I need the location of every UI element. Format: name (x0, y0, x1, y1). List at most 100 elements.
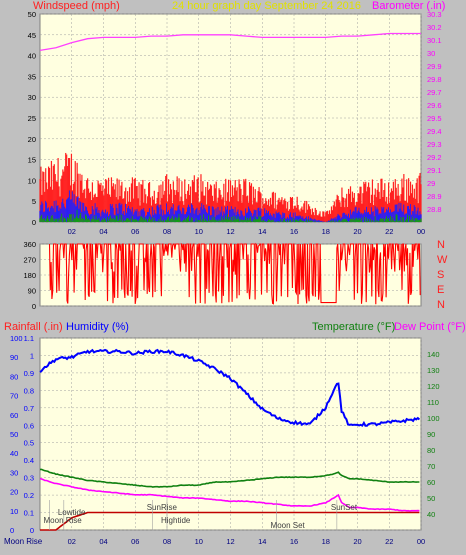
barometer-y-tick: 29.1 (427, 166, 442, 175)
wind-y-tick: 45 (28, 31, 36, 40)
wind-x-tick: 02 (68, 227, 76, 236)
barometer-y-tick: 30.3 (427, 10, 442, 19)
rainfall-y-tick: 1 (30, 351, 34, 360)
direction-label-e: E (437, 284, 444, 296)
climate-x-tick: 00 (417, 537, 425, 546)
humidity-y-tick: 100 (10, 334, 23, 343)
humidity-y-tick: 70 (10, 392, 18, 401)
barometer-y-tick: 29.3 (427, 140, 442, 149)
temperature-axis-label: Temperature (°F) (312, 321, 395, 333)
wind-y-tick: 35 (28, 72, 36, 81)
wind-x-tick: 22 (385, 227, 393, 236)
humidity-y-tick: 60 (10, 411, 18, 420)
chart-marks (39, 32, 422, 531)
direction-y-tick: 0 (32, 302, 36, 311)
temperature-y-tick: 90 (427, 430, 435, 439)
wind-y-tick: 15 (28, 156, 36, 165)
temperature-line (40, 468, 420, 488)
direction-label-n-top: N (437, 239, 445, 251)
rainfall-y-tick: 0.5 (24, 439, 34, 448)
windspeed-axis-label: Windspeed (mph) (33, 0, 120, 12)
wind-x-tick: 18 (322, 227, 330, 236)
rainfall-y-tick: 0.7 (24, 404, 34, 413)
wind-direction-line (48, 242, 421, 305)
climate-x-tick: 12 (226, 537, 234, 546)
barometer-y-tick: 29 (427, 179, 435, 188)
temperature-y-tick: 100 (427, 414, 440, 423)
barometer-y-tick: 30.2 (427, 23, 442, 32)
barometer-y-tick: 29.8 (427, 75, 442, 84)
climate-x-tick: 06 (131, 537, 139, 546)
rainfall-y-tick: 0.6 (24, 421, 34, 430)
dewpoint-axis-label: Dew Point (°F) (394, 321, 466, 333)
humidity-y-tick: 90 (10, 353, 18, 362)
tick-labels: 0510152025303540455028.828.92929.129.229… (4, 10, 442, 546)
humidity-y-tick: 80 (10, 372, 18, 381)
wind-x-tick: 06 (131, 227, 139, 236)
climate-x-tick: 22 (385, 537, 393, 546)
climate-x-tick: 10 (195, 537, 203, 546)
humidity-y-tick: 30 (10, 468, 18, 477)
humidity-axis-label: Humidity (%) (66, 321, 129, 333)
rainfall-y-tick: 1.1 (24, 334, 34, 343)
barometer-y-tick: 29.6 (427, 101, 442, 110)
dewpoint-line (39, 477, 420, 512)
temperature-y-tick: 40 (427, 510, 435, 519)
wind-x-tick: 16 (290, 227, 298, 236)
direction-label-n-bottom: N (437, 299, 445, 311)
humidity-y-tick: 40 (10, 449, 18, 458)
temperature-y-tick: 130 (427, 366, 440, 375)
humidity-y-tick: 20 (10, 488, 18, 497)
annotation-label: Hightide (161, 516, 191, 525)
wind-x-tick: 08 (163, 227, 171, 236)
rainfall-y-tick: 0.2 (24, 491, 34, 500)
direction-y-tick: 270 (23, 256, 36, 265)
wind-y-tick: 5 (32, 197, 36, 206)
humidity-y-tick: 50 (10, 430, 18, 439)
rainfall-y-tick: 0 (30, 526, 34, 535)
barometer-y-tick: 30.1 (427, 36, 442, 45)
annotation-label: SunRise (147, 503, 178, 512)
humidity-y-tick: 0 (10, 526, 14, 535)
direction-y-tick: 360 (23, 240, 36, 249)
direction-y-tick: 90 (28, 287, 36, 296)
direction-label-s: S (437, 269, 444, 281)
barometer-y-tick: 29.5 (427, 114, 442, 123)
climate-x-tick: 02 (68, 537, 76, 546)
wind-x-tick: 04 (99, 227, 107, 236)
barometer-y-tick: 28.8 (427, 205, 442, 214)
rainfall-y-tick: 0.3 (24, 474, 34, 483)
barometer-y-tick: 29.7 (427, 88, 442, 97)
climate-x-tick: 18 (322, 537, 330, 546)
annotation-label: Lowtide (58, 508, 86, 517)
direction-y-tick: 180 (23, 271, 36, 280)
wind-y-tick: 10 (28, 176, 36, 185)
barometer-y-tick: 28.9 (427, 192, 442, 201)
annotation-label: SunSet (331, 503, 358, 512)
rainfall-y-tick: 0.1 (24, 509, 34, 518)
barometer-y-tick: 29.2 (427, 153, 442, 162)
direction-label-w: W (437, 254, 448, 266)
rainfall-y-tick: 0.9 (24, 369, 34, 378)
annotation-label: Moon Set (271, 521, 306, 530)
wind-y-tick: 25 (28, 114, 36, 123)
rainfall-line (40, 511, 420, 531)
humidity-line (39, 348, 421, 427)
climate-x-tick: 16 (290, 537, 298, 546)
wind-x-tick: 12 (226, 227, 234, 236)
wind-y-tick: 40 (28, 52, 36, 61)
climate-x-tick: 08 (163, 537, 171, 546)
wind-x-tick: 14 (258, 227, 266, 236)
wind-x-tick: 10 (195, 227, 203, 236)
climate-x-tick: 14 (258, 537, 266, 546)
barometer-y-tick: 30 (427, 49, 435, 58)
temperature-y-tick: 50 (427, 494, 435, 503)
temperature-y-tick: 80 (427, 446, 435, 455)
temperature-y-tick: 140 (427, 350, 440, 359)
temperature-y-tick: 70 (427, 462, 435, 471)
humidity-y-tick: 10 (10, 507, 18, 516)
barometer-y-tick: 29.9 (427, 62, 442, 71)
rainfall-axis-label: Rainfall (.in) (4, 321, 63, 333)
